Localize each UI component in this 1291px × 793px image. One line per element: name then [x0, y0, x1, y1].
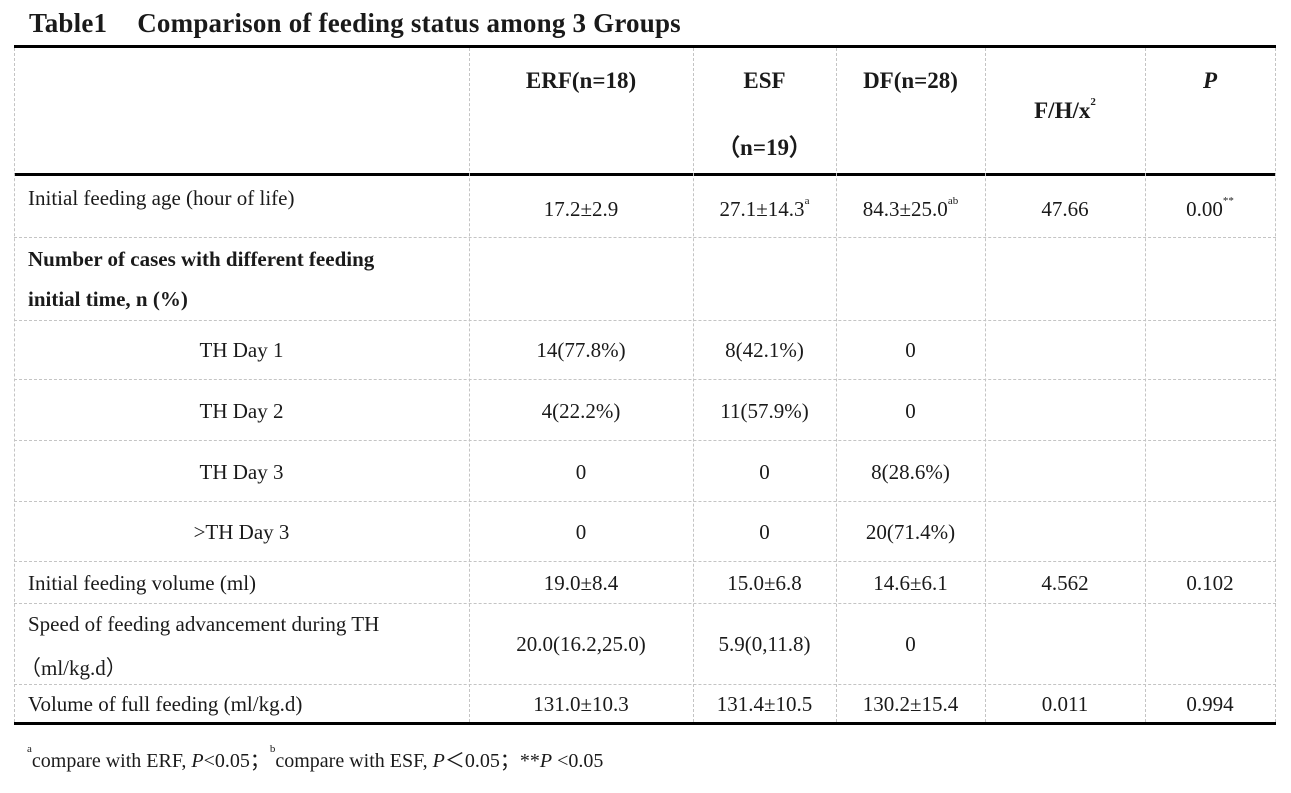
erf-value: 0 — [575, 460, 587, 484]
p-value: 0.102 — [1186, 571, 1234, 595]
esf-value: 0 — [759, 460, 770, 484]
section-label-line2: initial time, n (%) — [28, 287, 188, 311]
df-value: 0 — [905, 632, 916, 656]
p-value: 0.994 — [1186, 692, 1234, 716]
feeding-status-table: ERF(n=18) ESF （n=19） DF(n=28) F/H/x2 P I… — [14, 45, 1276, 725]
erf-value: 20.0(16.2,25.0) — [516, 632, 646, 656]
table-number: Table1 — [29, 8, 108, 38]
erf-value: 131.0±10.3 — [533, 692, 629, 716]
column-divider — [1145, 48, 1146, 722]
stat-value: 0.011 — [1041, 692, 1089, 716]
header-esf: ESF — [743, 68, 786, 93]
header-rule — [14, 173, 1276, 176]
row-divider — [14, 379, 1276, 380]
row-divider — [14, 561, 1276, 562]
stat-value: 4.562 — [1041, 571, 1089, 595]
esf-value: 15.0±6.8 — [727, 571, 802, 595]
stat-value: 47.66 — [1041, 197, 1089, 221]
erf-value: 19.0±8.4 — [543, 571, 619, 595]
erf-value: 14(77.8%) — [536, 338, 626, 362]
row-label: >TH Day 3 — [193, 520, 290, 544]
row-label: TH Day 2 — [199, 399, 284, 423]
row-label: Speed of feeding advancement during TH — [28, 612, 380, 636]
header-statistic: F/H/x2 — [1034, 96, 1096, 123]
df-value: 14.6±6.1 — [873, 571, 948, 595]
esf-value: 8(42.1%) — [725, 338, 804, 362]
row-divider — [14, 684, 1276, 685]
row-label: TH Day 3 — [199, 460, 284, 484]
df-value: 8(28.6%) — [871, 460, 950, 484]
erf-value: 17.2±2.9 — [543, 197, 619, 221]
header-p: P — [1202, 68, 1218, 93]
column-divider — [836, 48, 837, 722]
row-label: Initial feeding volume (ml) — [28, 571, 257, 595]
esf-value: 5.9(0,11.8) — [718, 632, 811, 656]
table-footnote: acompare with ERF, P<0.05；bcompare with … — [27, 743, 604, 772]
column-divider — [14, 48, 15, 722]
header-esf-n: （n=19） — [717, 135, 812, 160]
row-divider — [14, 603, 1276, 604]
df-value: 20(71.4%) — [865, 520, 956, 544]
row-label: TH Day 1 — [199, 338, 284, 362]
df-value: 0 — [905, 338, 916, 362]
header-erf: ERF(n=18) — [525, 68, 637, 93]
column-divider — [1275, 48, 1276, 722]
table-title: Table1 Comparison of feeding status among… — [29, 8, 681, 39]
esf-value: 11(57.9%) — [720, 399, 809, 423]
esf-value: 0 — [759, 520, 770, 544]
row-divider — [14, 501, 1276, 502]
row-label-unit: （ml/kg.d） — [20, 656, 127, 680]
p-value: 0.00** — [1186, 195, 1234, 221]
section-label: Number of cases with different feeding — [28, 247, 375, 271]
header-df: DF(n=28) — [863, 68, 958, 93]
row-divider — [14, 320, 1276, 321]
erf-value: 4(22.2%) — [541, 399, 621, 423]
esf-value: 27.1±14.3a — [719, 195, 810, 221]
row-label: Volume of full feeding (ml/kg.d) — [28, 692, 303, 716]
column-divider — [985, 48, 986, 722]
df-value: 130.2±15.4 — [862, 692, 959, 716]
row-label: Initial feeding age (hour of life) — [28, 186, 295, 210]
table-caption: Comparison of feeding status among 3 Gro… — [137, 8, 681, 38]
column-divider — [469, 48, 470, 722]
df-value: 84.3±25.0ab — [862, 195, 959, 221]
column-divider — [693, 48, 694, 722]
row-divider — [14, 237, 1276, 238]
df-value: 0 — [905, 399, 916, 423]
esf-value: 131.4±10.5 — [716, 692, 813, 716]
row-divider — [14, 440, 1276, 441]
erf-value: 0 — [575, 520, 587, 544]
